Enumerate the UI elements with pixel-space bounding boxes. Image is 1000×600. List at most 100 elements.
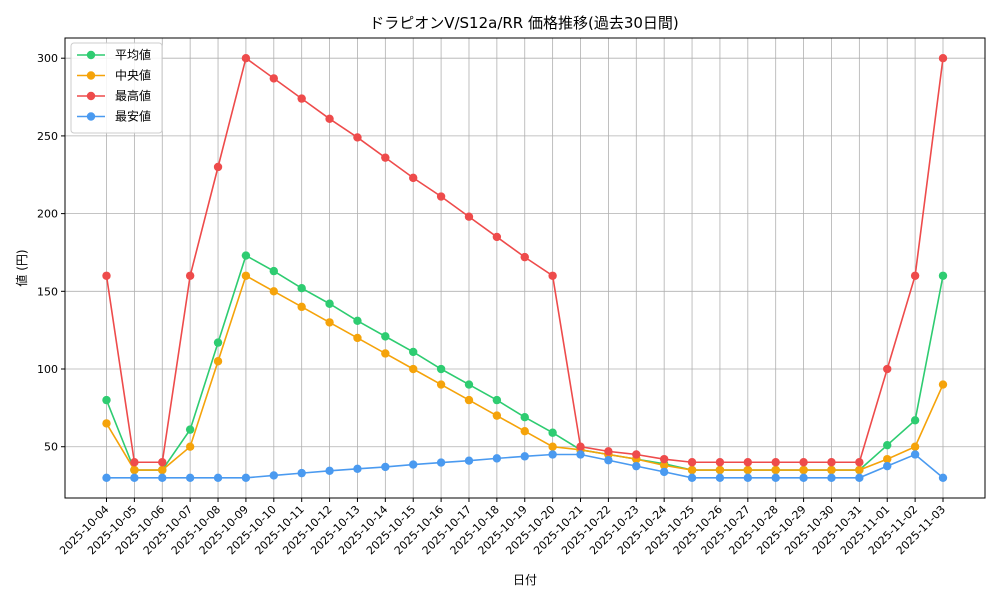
data-point (381, 462, 390, 472)
y-tick-label: 100 (37, 363, 58, 376)
data-point (548, 428, 557, 437)
data-point (799, 465, 808, 475)
data-point (353, 333, 362, 343)
data-point (883, 454, 892, 464)
data-point (687, 465, 697, 475)
data-point (938, 54, 948, 63)
data-point (381, 153, 390, 162)
data-point (213, 473, 223, 482)
data-point (158, 465, 167, 475)
data-point (269, 266, 278, 276)
data-point (381, 332, 390, 341)
data-point (269, 471, 278, 480)
data-point (185, 473, 195, 482)
y-tick-label: 250 (37, 130, 58, 143)
data-point (827, 458, 836, 467)
data-point (938, 380, 948, 389)
series-最高値 (102, 54, 948, 467)
data-point (659, 461, 669, 470)
data-point (325, 466, 334, 476)
y-tick-label: 300 (37, 52, 58, 65)
data-point (158, 458, 167, 467)
data-point (938, 473, 948, 482)
data-point (743, 465, 753, 475)
x-axis: 2025-10-042025-10-052025-10-062025-10-07… (57, 498, 948, 557)
legend-swatch-marker (86, 112, 96, 121)
data-point (910, 271, 920, 280)
data-point (464, 395, 474, 405)
data-point (353, 316, 362, 326)
data-point (520, 452, 529, 461)
data-point (883, 364, 892, 374)
data-point (910, 442, 920, 451)
x-axis-label: 日付 (513, 573, 537, 587)
y-tick-label: 150 (37, 285, 58, 298)
data-point (130, 465, 139, 475)
y-tick-label: 200 (37, 208, 58, 221)
data-point (325, 114, 334, 124)
data-point (938, 271, 948, 280)
data-point (464, 212, 474, 221)
data-point (269, 74, 278, 83)
data-point (325, 318, 334, 327)
legend-swatch-marker (86, 71, 96, 80)
data-point (381, 349, 390, 358)
data-point (297, 284, 306, 293)
data-point (436, 458, 446, 467)
data-point (827, 465, 836, 475)
data-point (185, 425, 195, 434)
y-tick-label: 50 (44, 441, 58, 454)
data-point (130, 473, 139, 482)
data-point (632, 461, 641, 471)
data-point (353, 133, 362, 142)
legend-label: 最高値 (115, 88, 151, 103)
data-point (883, 461, 892, 471)
data-point (743, 458, 753, 467)
data-point (771, 458, 780, 467)
data-point (855, 473, 864, 482)
legend-label: 最安値 (115, 109, 151, 124)
data-point (102, 395, 111, 405)
data-point (715, 458, 725, 467)
data-point (492, 395, 502, 405)
data-point (520, 426, 529, 436)
data-point (241, 473, 251, 482)
data-point (409, 173, 418, 183)
data-point (297, 94, 306, 103)
data-point (185, 271, 195, 280)
data-point (464, 380, 474, 389)
data-point (492, 232, 502, 242)
data-point (213, 338, 223, 347)
data-point (269, 287, 278, 296)
data-point (353, 464, 362, 473)
data-point (436, 364, 446, 374)
data-point (855, 458, 864, 467)
data-point (213, 357, 223, 366)
data-point (297, 302, 306, 312)
legend-swatch-marker (86, 50, 96, 60)
data-point (241, 54, 251, 63)
data-point (436, 192, 446, 201)
data-point (576, 450, 585, 459)
data-point (743, 473, 753, 482)
data-point (409, 347, 418, 357)
data-point (241, 271, 251, 280)
data-point (297, 468, 306, 478)
data-point (883, 440, 892, 450)
data-point (241, 251, 251, 260)
chart-title: ドラピオンV/S12a/RR 価格推移(過去30日間) (369, 14, 679, 32)
data-point (659, 467, 669, 477)
data-point (799, 473, 808, 482)
y-axis: 50 100 150 200 250 300 (37, 52, 65, 454)
data-point (715, 465, 725, 475)
data-point (910, 450, 920, 459)
legend-label: 平均値 (115, 47, 151, 62)
data-point (492, 411, 502, 420)
data-point (855, 465, 864, 475)
data-point (158, 473, 167, 482)
data-point (185, 442, 195, 451)
data-point (409, 460, 418, 469)
data-point (576, 442, 585, 451)
